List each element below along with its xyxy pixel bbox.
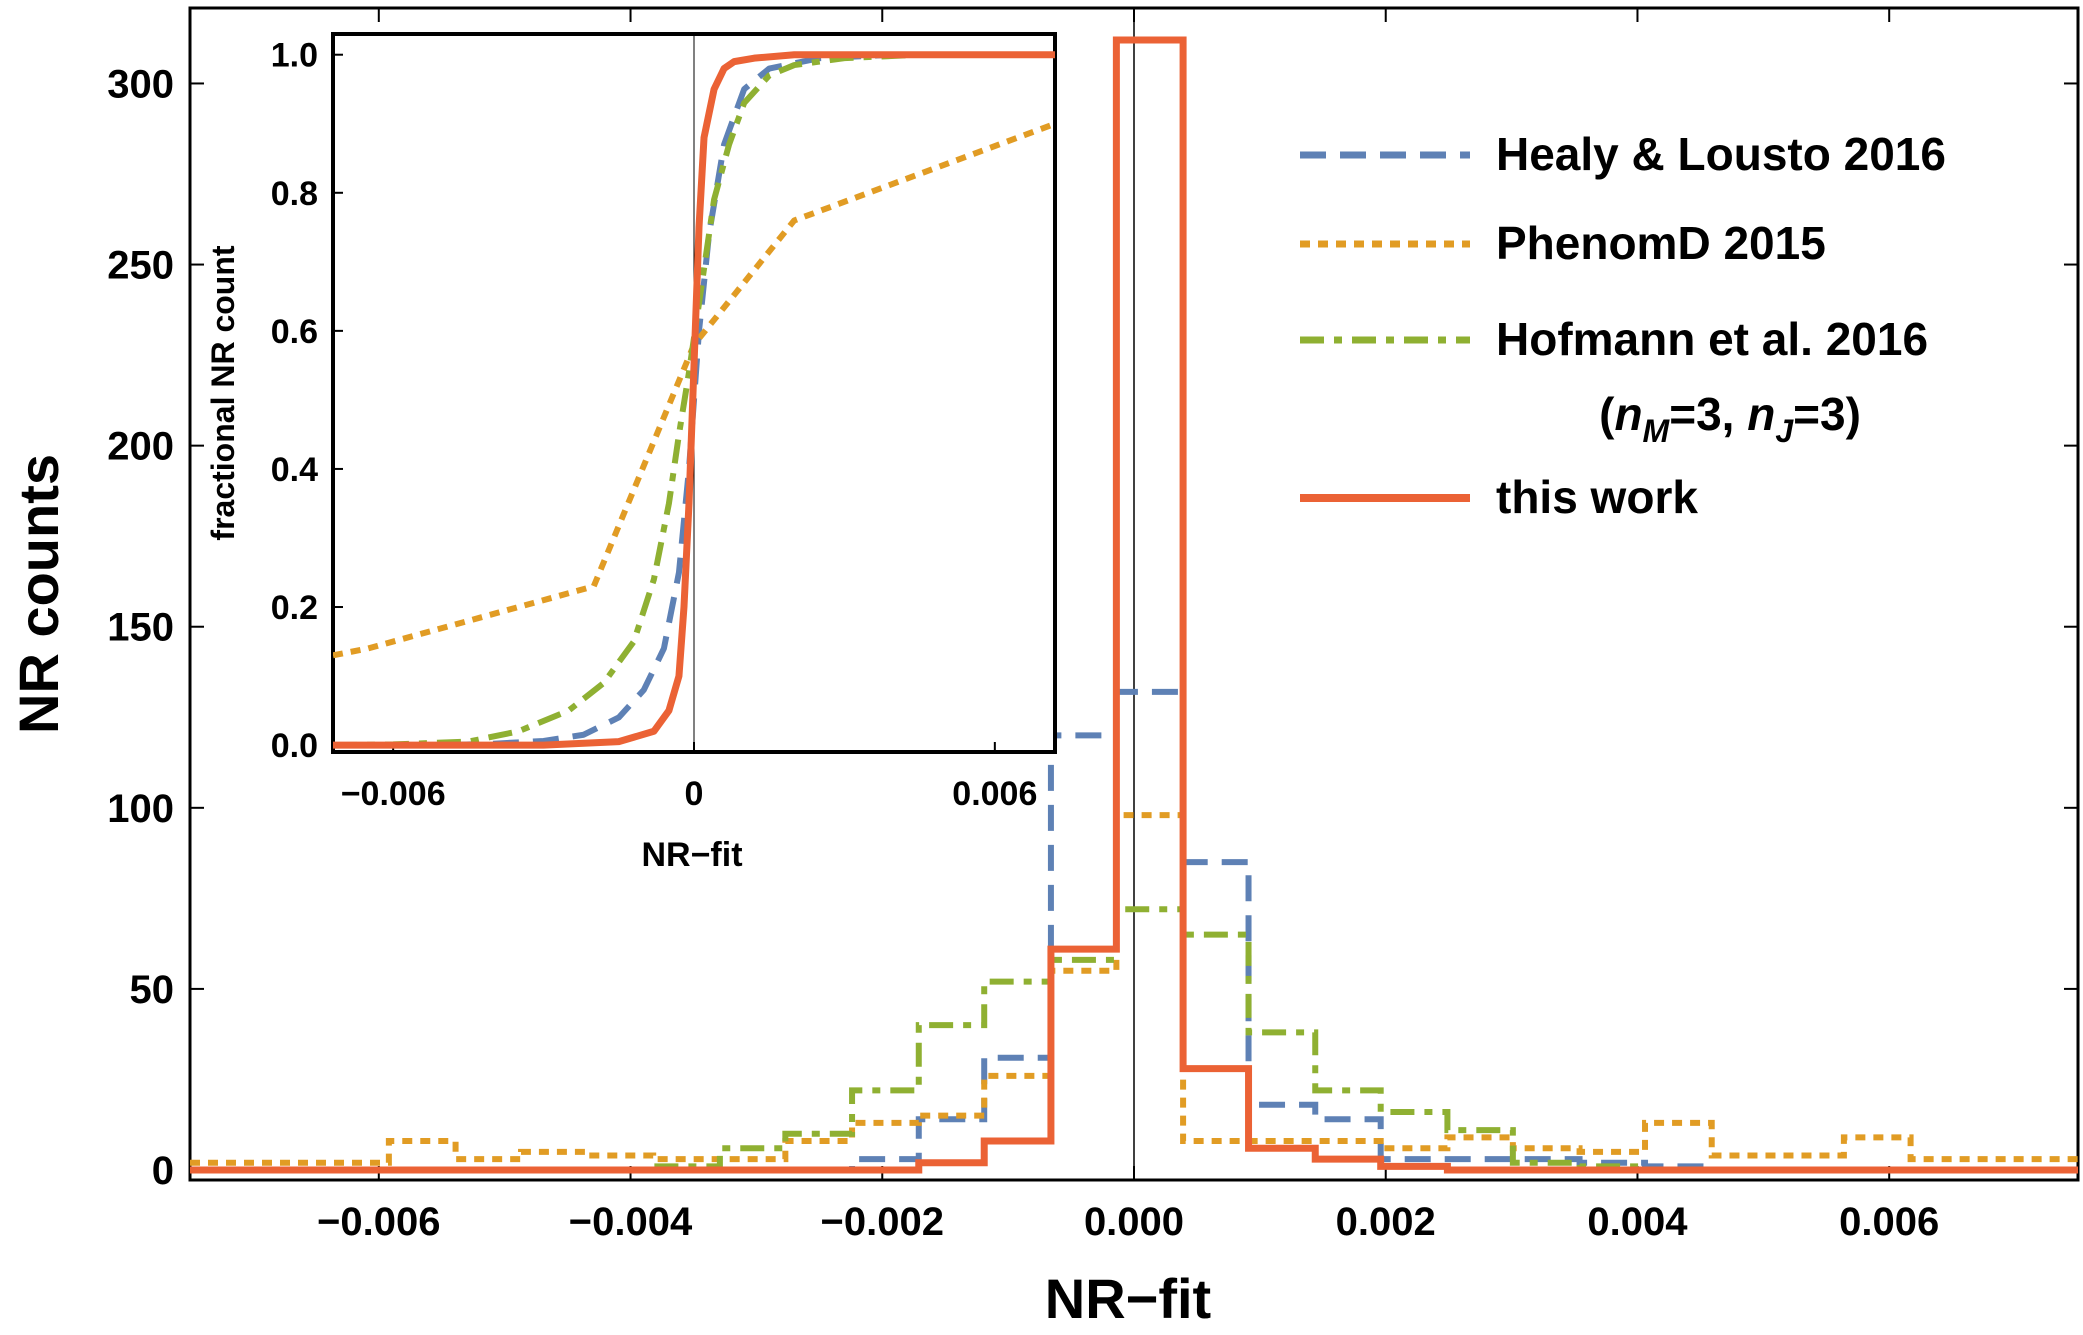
main-x-tick-labels: −0.006 −0.004 −0.002 0.000 0.002 0.004 0.006 xyxy=(317,1200,1939,1244)
main-y-tick-label: 100 xyxy=(107,787,174,831)
inset-x-tick-label: −0.006 xyxy=(341,775,446,813)
legend-label-hofmann: Hofmann et al. 2016 xyxy=(1496,313,1928,365)
main-x-tick-label: −0.004 xyxy=(569,1200,693,1244)
main-x-tick-label: −0.006 xyxy=(317,1200,440,1244)
main-x-axis-title: NR−fit xyxy=(1045,1267,1211,1330)
inset-series-group xyxy=(333,51,1055,749)
main-y-tick-label: 250 xyxy=(107,244,174,288)
legend: Healy & Lousto 2016 PhenomD 2015 Hofmann… xyxy=(1300,128,1946,523)
inset-series-hofmann-et-al-2016 xyxy=(333,51,1055,749)
inset-y-tick-label: 0.2 xyxy=(271,589,318,627)
inset-y-tick-label: 1.0 xyxy=(271,37,318,75)
legend-label-healy-lousto: Healy & Lousto 2016 xyxy=(1496,128,1946,180)
inset-cumulative-plot: −0.006 0 0.006 0.0 0.2 0.4 0.6 0.8 1.0 NR−fit f… xyxy=(205,32,1057,874)
main-y-tick-labels: 0 50 100 150 200 250 300 xyxy=(107,62,174,1193)
legend-entry-this-work: this work xyxy=(1300,471,1698,523)
inset-y-tick-label: 0.6 xyxy=(271,313,318,351)
main-x-tick-label: 0.000 xyxy=(1084,1200,1184,1244)
inset-series-phenomd-2015 xyxy=(333,120,1055,659)
legend-label-this-work: this work xyxy=(1496,471,1698,523)
legend-entry-hofmann: Hofmann et al. 2016 (nM=3, nJ=3) xyxy=(1300,313,1928,449)
inset-y-tick-labels: 0.0 0.2 0.4 0.6 0.8 1.0 xyxy=(271,37,318,765)
inset-x-axis-title: NR−fit xyxy=(641,836,742,874)
legend-entry-healy-lousto: Healy & Lousto 2016 xyxy=(1300,128,1946,180)
inset-series-this-work xyxy=(333,51,1055,749)
main-series-this-work xyxy=(190,36,2078,1174)
main-series-phenomd-2015 xyxy=(190,812,2078,1166)
main-y-axis-title: NR counts xyxy=(7,454,70,734)
main-y-tick-label: 50 xyxy=(130,968,175,1012)
inset-x-tick-label: 0 xyxy=(685,775,704,813)
inset-y-axis-title: fractional NR count xyxy=(205,245,241,540)
main-y-tick-label: 200 xyxy=(107,425,174,469)
inset-series-healy-lousto-2016 xyxy=(333,51,1055,749)
main-y-tick-label: 0 xyxy=(152,1149,174,1193)
main-x-tick-label: −0.002 xyxy=(821,1200,944,1244)
main-y-tick-label: 150 xyxy=(107,606,174,650)
inset-y-tick-label: 0.8 xyxy=(271,175,318,213)
inset-x-tick-labels: −0.006 0 0.006 xyxy=(341,775,1038,813)
main-series-group xyxy=(190,36,2078,1174)
legend-label-phenomd: PhenomD 2015 xyxy=(1496,217,1826,269)
legend-entry-phenomd: PhenomD 2015 xyxy=(1300,217,1826,269)
inset-x-tick-label: 0.006 xyxy=(952,775,1037,813)
inset-y-tick-label: 0.4 xyxy=(271,451,318,489)
main-x-tick-label: 0.006 xyxy=(1839,1200,1939,1244)
legend-label-hofmann-params: (nM=3, nJ=3) xyxy=(1599,388,1861,449)
main-x-tick-label: 0.002 xyxy=(1336,1200,1436,1244)
main-x-tick-label: 0.004 xyxy=(1587,1200,1688,1244)
inset-y-tick-label: 0.0 xyxy=(271,727,318,765)
main-y-tick-label: 300 xyxy=(107,62,174,106)
